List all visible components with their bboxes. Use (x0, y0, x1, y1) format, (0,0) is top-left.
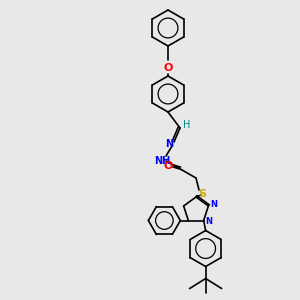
Text: S: S (198, 189, 206, 199)
Text: H: H (183, 120, 191, 130)
Text: O: O (163, 63, 173, 73)
Text: N: N (165, 139, 173, 149)
Text: O: O (163, 161, 173, 171)
Text: N: N (205, 217, 212, 226)
Text: NH: NH (154, 156, 170, 166)
Text: N: N (210, 200, 217, 209)
